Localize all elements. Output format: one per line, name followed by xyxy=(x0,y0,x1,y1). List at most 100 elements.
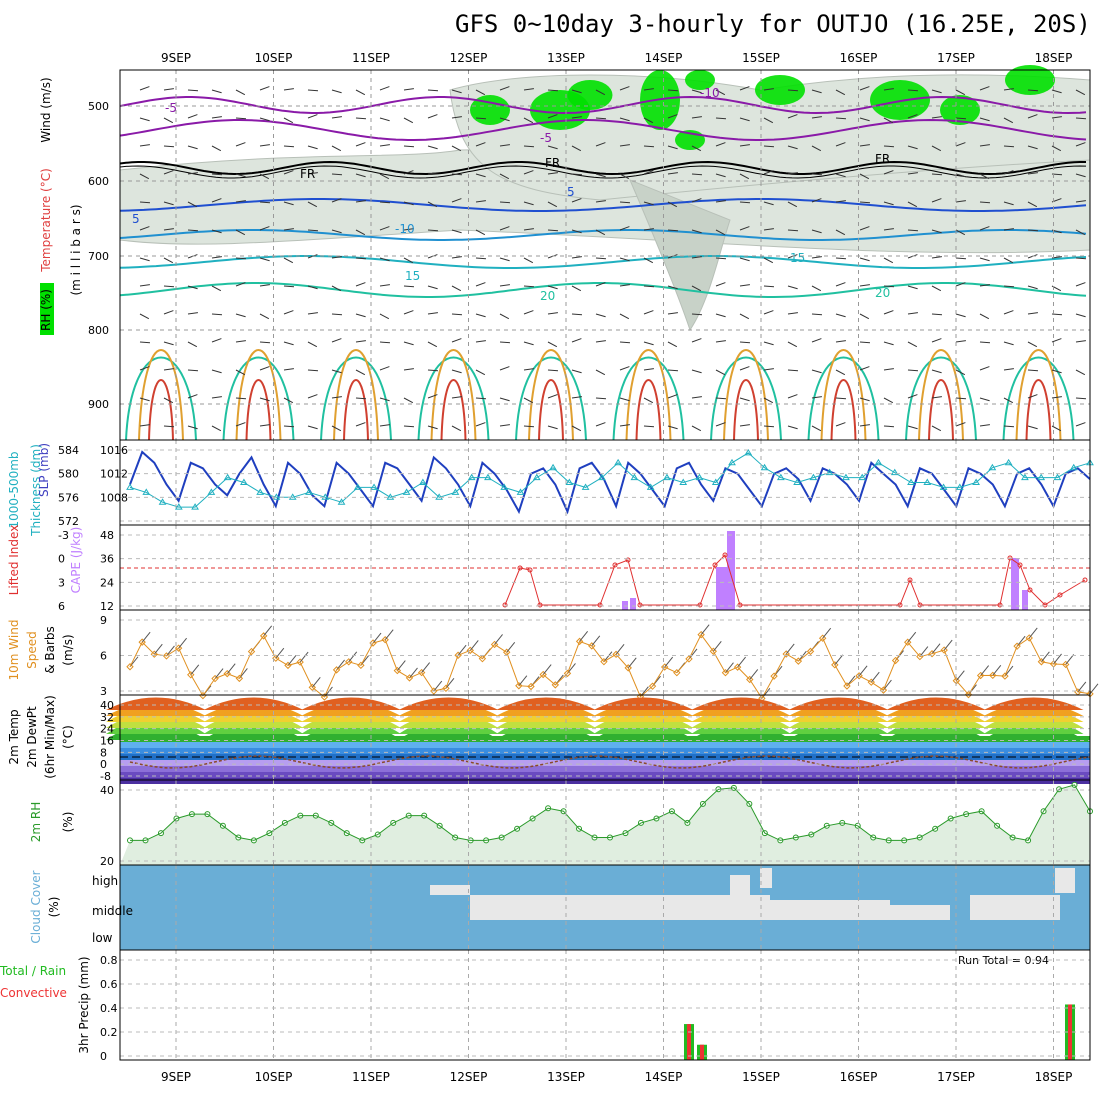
rh-label: RH (%) xyxy=(39,289,53,331)
wind-barb xyxy=(283,310,294,315)
wind-barb xyxy=(523,285,535,288)
thickness-marker xyxy=(663,473,671,481)
contour-label: FR xyxy=(875,152,890,166)
rh2m-label: 2m RH xyxy=(29,802,43,843)
wind-barb xyxy=(739,117,750,122)
wind-barb xyxy=(643,397,654,404)
cloud-level-label: low xyxy=(92,931,113,945)
wind-barb xyxy=(822,627,832,639)
wind-barb xyxy=(835,89,846,96)
wind-barb xyxy=(571,396,582,399)
wind-marker xyxy=(964,690,973,699)
wind-barb xyxy=(235,313,246,318)
wind-barb xyxy=(859,144,870,147)
wind-marker xyxy=(223,669,231,678)
wind-barb xyxy=(1051,396,1062,399)
wind-barb xyxy=(307,172,318,175)
temp-band xyxy=(120,772,1090,778)
wind-barb xyxy=(235,422,246,427)
wind-barb xyxy=(787,425,798,430)
wind-barb xyxy=(955,89,966,96)
wind-barb xyxy=(835,117,847,120)
wind-barb xyxy=(603,651,613,662)
wind-marker xyxy=(976,671,985,680)
wind-barb xyxy=(379,226,390,231)
wind-barb xyxy=(139,226,150,231)
wind-barb xyxy=(859,201,871,204)
wind-barb xyxy=(715,257,727,260)
wind-barb xyxy=(475,89,486,96)
wind-barb xyxy=(691,425,702,432)
wind-barb xyxy=(1003,201,1014,206)
wind-barb xyxy=(421,662,431,673)
wind-barb xyxy=(226,663,236,674)
wind-barb xyxy=(547,229,559,232)
wind-barb xyxy=(787,229,799,232)
thickness-marker xyxy=(1021,473,1029,481)
wind-barb xyxy=(643,117,654,124)
wind-barb xyxy=(811,145,822,152)
wind-marker xyxy=(612,650,620,659)
temp-label-4: (°C) xyxy=(61,725,75,749)
thickness-marker xyxy=(207,488,216,495)
wind-barb xyxy=(427,394,438,399)
wind-barb xyxy=(139,313,150,320)
wind-barb xyxy=(379,341,391,344)
wind-barb xyxy=(1027,229,1039,232)
wind-barb xyxy=(787,172,798,175)
wind-barb xyxy=(979,366,990,371)
wind-marker xyxy=(308,683,316,692)
precip-conv-bar xyxy=(687,1024,691,1060)
wind-barb xyxy=(547,369,559,372)
temperature-label: Temperature (°C) xyxy=(39,168,53,273)
thickness-marker xyxy=(695,473,704,481)
wind-barb xyxy=(712,640,722,652)
wind-barb xyxy=(931,256,942,259)
wind-barb xyxy=(700,624,710,635)
cloud-level-label: middle xyxy=(92,904,133,918)
wind-barb xyxy=(427,369,439,372)
temp-band xyxy=(120,766,1090,772)
wind-barb xyxy=(667,312,678,315)
date-bottom: 14SEP xyxy=(645,1070,683,1084)
wind-barb xyxy=(499,226,510,231)
wind-barb xyxy=(259,226,270,231)
wind-barb xyxy=(811,313,823,316)
wind-barb xyxy=(595,422,606,427)
li-marker xyxy=(625,557,631,563)
wind-barb xyxy=(211,89,222,94)
wind-barb xyxy=(619,284,630,287)
wind-barb xyxy=(811,89,822,94)
wind-barb xyxy=(643,88,654,91)
wind-barb xyxy=(523,257,534,264)
wind-barb xyxy=(542,664,552,675)
wind-barb xyxy=(619,397,630,402)
wind-barb xyxy=(451,285,462,292)
thickness-marker xyxy=(565,478,574,485)
wind-barb xyxy=(883,228,894,231)
wind-marker xyxy=(296,658,304,666)
wind-barb xyxy=(139,117,150,122)
wind-barb xyxy=(1075,257,1087,260)
upper-ytick: 800 xyxy=(88,324,109,337)
wind-marker xyxy=(709,647,717,655)
wind-barb xyxy=(595,117,607,120)
wind-barb xyxy=(992,665,1002,676)
wind-barb xyxy=(451,89,462,94)
wind-barb xyxy=(691,338,702,343)
thickness-marker xyxy=(614,458,623,466)
wind-barb xyxy=(595,397,607,400)
wind-label: Wind (m/s) xyxy=(39,77,53,142)
precip-total-label: Total / Rain xyxy=(0,964,66,978)
temp-contour-loop xyxy=(807,356,880,441)
wind-barb xyxy=(283,145,295,148)
wind-barb xyxy=(955,142,966,147)
wind-barb xyxy=(187,341,198,348)
ytick-left: 572 xyxy=(58,515,79,528)
wind-barb xyxy=(211,338,222,343)
wind-marker xyxy=(417,668,426,677)
wind-barb xyxy=(403,285,415,288)
temp-contour-loop xyxy=(1002,356,1075,441)
wind-barb xyxy=(595,200,606,203)
wind-barb xyxy=(163,368,174,371)
